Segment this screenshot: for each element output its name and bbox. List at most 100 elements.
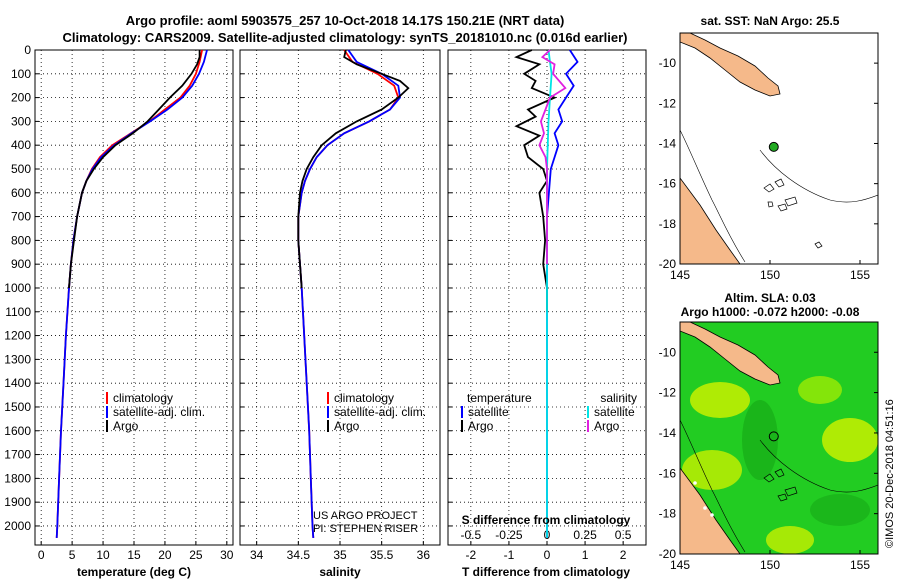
series-satellite-adj-clim- [55, 49, 208, 538]
t-difference-tick-labels: -2 -1 0 1 2 [466, 548, 627, 562]
sla-lat-tick-labels: -10 -12 -14 -16 -18 -20 [659, 345, 878, 561]
lon-tick-label: 150 [760, 268, 780, 282]
depth-tick-label: 1700 [4, 448, 31, 462]
temperature-tick-labels: 0 5 10 15 20 25 30 [38, 548, 234, 562]
legend-t-satellite: satellite [468, 405, 509, 419]
lat-tick-label: -10 [659, 56, 677, 70]
difference-panel: -2 -1 0 1 2 -0.5 -0.25 0 0.25 0.5 S difference f… [447, 49, 647, 579]
lat-tick-label: -12 [659, 386, 677, 400]
depth-tick-label: 500 [11, 162, 31, 176]
x-tick-label: 2 [620, 548, 627, 562]
t-difference-xlabel: T difference from climatology [462, 565, 630, 579]
shelf-contour [680, 129, 746, 263]
lat-tick-label: -16 [659, 466, 677, 480]
sst-lon-tick-labels: 145 150 155 [670, 260, 870, 282]
x-tick-label: 25 [189, 548, 203, 562]
depth-tick-label: 200 [11, 91, 31, 105]
temperature-legend: climatology satellite-adj. clim. Argo [106, 391, 205, 433]
difference-series [514, 49, 579, 538]
depth-tick-label: 1200 [4, 329, 31, 343]
series-climatology [55, 49, 203, 538]
legend-temperature-title: temperature [467, 391, 532, 405]
x-tick-label: 10 [96, 548, 110, 562]
x-tick-label: 5 [69, 548, 76, 562]
s-difference-xlabel: S difference from climatology [462, 513, 631, 527]
x-tick-label: 0 [38, 548, 45, 562]
temperature-xlabel: temperature (deg C) [77, 565, 191, 579]
lat-tick-label: -20 [659, 257, 677, 271]
title-line-2: Climatology: CARS2009. Satellite-adjuste… [63, 30, 628, 45]
sst-lat-tick-labels: -10 -12 -14 -16 -18 -20 [659, 56, 878, 271]
new-guinea-land [680, 322, 781, 386]
x-tick-label: 35 [333, 548, 347, 562]
legend-argo: Argo [334, 419, 360, 433]
series-climatology [297, 49, 400, 538]
salinity-xlabel: salinity [319, 565, 361, 579]
depth-tick-label: 1800 [4, 471, 31, 485]
depth-tick-label: 1500 [4, 400, 31, 414]
sla-map-panel: Altim. SLA: 0.03 Argo h1000: -0.072 h200… [659, 291, 879, 572]
pi-annotation: PI: STEPHEN RISER [313, 523, 418, 535]
depth-tick-label: 1600 [4, 424, 31, 438]
s-diff-tick-label: -0.5 [461, 528, 482, 542]
sst-map-frame [679, 32, 879, 265]
temperature-panel: 0100200300400500600700800900100011001200… [4, 43, 234, 579]
x-tick-label: 0 [544, 548, 551, 562]
australia-land [680, 177, 741, 264]
depth-tick-label: 2000 [4, 519, 31, 533]
depth-tick-label: 1300 [4, 352, 31, 366]
lon-tick-label: 145 [670, 268, 690, 282]
x-tick-label: 20 [158, 548, 172, 562]
lat-tick-label: -16 [659, 177, 677, 191]
coral-sea-reefs [763, 468, 798, 502]
salinity-grid [240, 49, 440, 545]
s-difference-tick-labels: -0.5 -0.25 0 0.25 0.5 [461, 528, 632, 542]
lat-tick-label: -12 [659, 96, 677, 110]
lat-tick-label: -18 [659, 217, 677, 231]
australia-land [680, 467, 741, 554]
series-satellite-adj-clim- [297, 49, 401, 538]
depth-tick-labels: 0 100 200 300 400 500 600 700 800 900 1000 1100 1200… [4, 43, 31, 533]
lat-tick-label: -14 [659, 136, 677, 150]
x-tick-label: 34 [250, 548, 264, 562]
x-tick-label: 15 [127, 548, 141, 562]
lon-tick-label: 155 [850, 268, 870, 282]
float-position-marker [768, 431, 779, 442]
imos-credit: ©IMOS 20-Dec-2018 04:51:16 [884, 399, 896, 548]
lat-tick-label: -10 [659, 345, 677, 359]
x-tick-label: -1 [504, 548, 515, 562]
legend-climatology: climatology [113, 391, 173, 405]
difference-legend: temperature satellite Argo salinity sate… [461, 391, 637, 433]
legend-s-satellite: satellite [594, 405, 635, 419]
depth-tick-label: 1100 [5, 305, 31, 319]
depth-tick-label: 1400 [4, 376, 31, 390]
project-annotation: US ARGO PROJECT [313, 510, 418, 522]
depth-tick-label: 800 [11, 233, 31, 247]
series-t-satellite [546, 49, 579, 538]
sst-map-title: sat. SST: NaN Argo: 25.5 [701, 14, 840, 28]
s-diff-tick-label: 0.25 [573, 528, 597, 542]
salinity-panel: 34 34.5 35 35.5 36 salinity climatology sate… [239, 49, 441, 579]
sla-map-subtitle: Argo h1000: -0.072 h2000: -0.08 [681, 305, 860, 319]
temperature-series [55, 49, 208, 538]
series-argo [297, 49, 410, 289]
shelf-contour [680, 419, 746, 553]
series-s-satellite [546, 49, 553, 538]
s-diff-tick-label: -0.25 [495, 528, 523, 542]
coral-sea-reefs [763, 178, 798, 212]
depth-tick-label: 0 [24, 43, 31, 57]
depth-tick-label: 900 [11, 257, 31, 271]
depth-tick-label: 700 [11, 210, 31, 224]
series-argo [68, 50, 201, 289]
depth-tick-label: 100 [11, 67, 31, 81]
depth-tick-label: 400 [11, 138, 31, 152]
legend-satellite: satellite-adj. clim. [334, 405, 426, 419]
salinity-tick-labels: 34 34.5 35 35.5 36 [250, 548, 430, 562]
sla-map-title: Altim. SLA: 0.03 [724, 291, 816, 305]
x-tick-label: 35.5 [370, 548, 394, 562]
legend-t-argo: Argo [468, 419, 494, 433]
legend-satellite: satellite-adj. clim. [113, 405, 205, 419]
float-position-marker [768, 141, 779, 152]
legend-salinity-title: salinity [600, 391, 637, 405]
